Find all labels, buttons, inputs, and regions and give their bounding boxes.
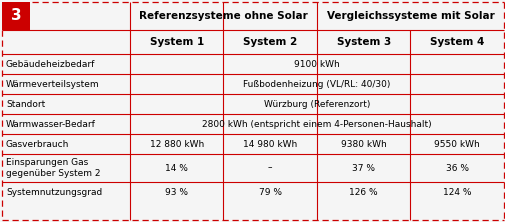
Text: System 1: System 1 [149,37,204,47]
Text: Einsparungen Gas
gegenüber System 2: Einsparungen Gas gegenüber System 2 [6,158,100,178]
Text: 79 %: 79 % [258,188,281,196]
Text: Systemnutzungsgrad: Systemnutzungsgrad [6,188,102,196]
Text: Würzburg (Referenzort): Würzburg (Referenzort) [263,99,370,109]
Text: 9100 kWh: 9100 kWh [293,59,339,69]
Text: –: – [268,163,272,172]
Text: 9380 kWh: 9380 kWh [340,139,386,149]
Text: Wärmeverteilsystem: Wärmeverteilsystem [6,79,99,89]
Text: 14 980 kWh: 14 980 kWh [242,139,297,149]
Text: 12 880 kWh: 12 880 kWh [149,139,204,149]
Bar [2,2,30,30]
Text: 3: 3 [11,8,21,24]
Text: Fußbodenheizung (VL/RL: 40/30): Fußbodenheizung (VL/RL: 40/30) [243,79,390,89]
Text: 36 %: 36 % [445,163,468,172]
Text: Gebäudeheizbedarf: Gebäudeheizbedarf [6,59,95,69]
Text: Vergleichssysteme mit Solar: Vergleichssysteme mit Solar [326,11,493,21]
Text: Referenzsysteme ohne Solar: Referenzsysteme ohne Solar [139,11,307,21]
Text: System 2: System 2 [242,37,297,47]
Text: Warmwasser-Bedarf: Warmwasser-Bedarf [6,119,95,129]
Text: System 4: System 4 [429,37,483,47]
Text: 2800 kWh (entspricht einem 4-Personen-Haushalt): 2800 kWh (entspricht einem 4-Personen-Ha… [202,119,431,129]
Text: Gasverbrauch: Gasverbrauch [6,139,69,149]
Text: 37 %: 37 % [351,163,375,172]
Text: 124 %: 124 % [442,188,471,196]
Text: 126 %: 126 % [349,188,377,196]
Text: 14 %: 14 % [165,163,188,172]
Text: Standort: Standort [6,99,45,109]
Text: 93 %: 93 % [165,188,188,196]
Text: 9550 kWh: 9550 kWh [433,139,479,149]
Text: System 3: System 3 [336,37,390,47]
